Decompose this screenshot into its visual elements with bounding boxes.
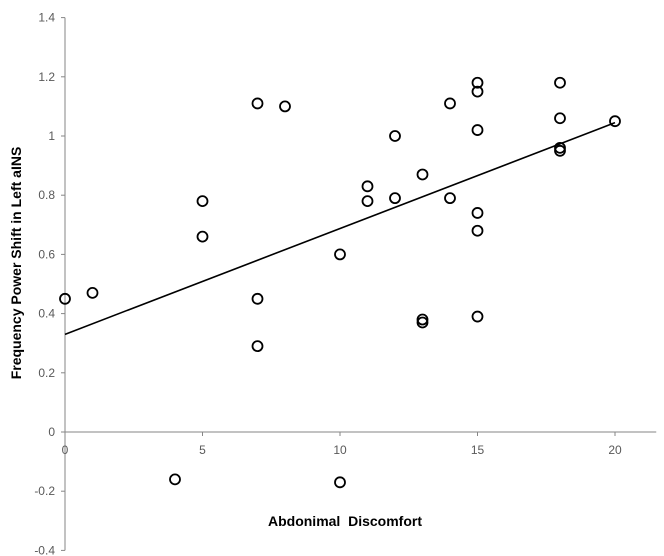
data-point [196, 230, 209, 243]
data-point [361, 195, 374, 208]
x-tick-label: 15 [471, 443, 485, 457]
y-tick-label: 0 [48, 425, 55, 439]
y-tick-label: -0.2 [34, 484, 55, 498]
linear-trendline [64, 121, 616, 336]
data-point [389, 130, 401, 142]
data-point [471, 224, 484, 237]
data-point [416, 168, 429, 181]
data-point [416, 316, 429, 329]
data-point [471, 85, 484, 98]
data-point [444, 192, 456, 205]
x-tick-label: 5 [199, 443, 206, 457]
data-point [251, 340, 264, 353]
data-point [334, 248, 346, 261]
x-tick-label: 10 [333, 443, 347, 457]
y-tick-label: 0.6 [38, 247, 55, 261]
data-point [444, 97, 456, 110]
y-tick-label: 0.2 [38, 366, 55, 380]
data-point [334, 476, 346, 489]
data-point [59, 292, 71, 305]
x-tick-label: 0 [62, 443, 69, 457]
data-point [251, 97, 264, 110]
data-point [279, 100, 291, 113]
data-point [554, 144, 566, 157]
y-tick-label: 0.8 [38, 188, 55, 202]
data-point [86, 286, 99, 299]
x-tick-label: 20 [608, 443, 622, 457]
data-point [609, 115, 621, 128]
y-tick-labels: -0.4 -0.2 0 0.2 0.4 0.6 0.8 1 1.2 1.4 [34, 11, 55, 556]
data-point [471, 124, 484, 136]
data-point [196, 195, 209, 208]
data-point [361, 180, 374, 193]
axes [61, 17, 657, 551]
y-tick-label: 1.4 [38, 11, 55, 25]
data-point [554, 112, 566, 125]
x-axis-title: Abdonimal Discomfort [268, 513, 422, 529]
data-point [169, 473, 181, 486]
y-tick-label: 1 [48, 129, 55, 143]
y-tick-label: 1.2 [38, 70, 55, 84]
data-point [251, 292, 264, 305]
data-point [389, 192, 401, 205]
y-tick-label: -0.4 [34, 543, 55, 556]
data-point [471, 207, 484, 219]
data-point [471, 76, 484, 89]
data-point [554, 76, 566, 89]
y-axis-title: Frequency Power Shift in Left aINS [8, 147, 24, 380]
data-points [59, 76, 621, 489]
x-tick-labels: 0 5 10 15 20 [62, 443, 622, 457]
data-point [471, 310, 484, 323]
y-tick-label: 0.4 [38, 307, 55, 321]
